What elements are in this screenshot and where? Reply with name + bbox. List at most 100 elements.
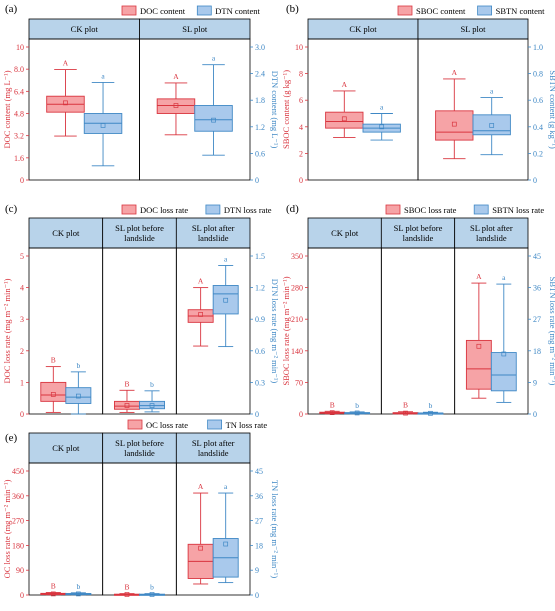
tick-label-left: 6 [299, 96, 303, 105]
tick-label-right: 1.0 [533, 43, 543, 52]
significance-letter: a [502, 273, 506, 282]
legend-entry: SBTN content [496, 6, 546, 16]
tick-label-right: 2.4 [255, 70, 265, 79]
legend-swatch [473, 204, 489, 215]
y-axis-left: 0 1 2 3 4 5 DOC loss rate (mg m⁻² min⁻¹) [2, 252, 29, 419]
tick-label-left: 210 [291, 315, 303, 324]
box-doc-loss-rate: B [40, 356, 67, 413]
panel-label: (a) [5, 3, 18, 15]
y-axis-right: 0 0.6 1.2 1.8 2.4 3.0 DTN content (mg L⁻¹) [250, 43, 280, 185]
mean-marker [329, 410, 335, 415]
legend-swatch [121, 204, 137, 215]
legend-entry: DTN loss rate [224, 205, 272, 215]
tick-label-left: 450 [12, 467, 24, 476]
y-axis-right: 0 0.3 0.6 0.9 1.2 1.5 DTN loss rate (mg m⁻² mi… [250, 252, 280, 419]
y-axis-right: 0 9 18 27 36 45 TN loss rate (mg m⁻² min⁻¹) [250, 467, 280, 600]
y-axis-left: 0 2 4 6 8 10 SBOC content (g kg⁻¹) [281, 43, 308, 185]
box-doc-content: A [156, 72, 196, 136]
y-axis-left: 0 70 140 210 280 350 SBOC loss rate (mg m⁻² mi… [281, 252, 308, 419]
facet-frame [139, 38, 251, 181]
facet-label: SL plot [461, 24, 487, 34]
box-iqr [139, 400, 165, 410]
panel-a: (a) DOC content DTN content CK plot Aa SL plo… [2, 3, 280, 185]
tick-label-left: 6.4 [14, 87, 24, 96]
box-dtn-loss-rate: b [139, 380, 165, 413]
tick-label-left: 140 [291, 347, 303, 356]
tick-label-left: 360 [12, 492, 24, 501]
tick-label-left: 0 [20, 410, 24, 419]
significance-letter: b [76, 582, 80, 591]
tick-label-left: 0 [20, 176, 24, 185]
tick-label-right: 36 [533, 284, 541, 293]
tick-label-right: 0.6 [533, 96, 543, 105]
legend-swatch [385, 204, 401, 215]
legend-swatch [196, 5, 212, 16]
box-dtn-content: a [83, 71, 123, 167]
facet-strip [102, 432, 177, 464]
significance-letter: a [224, 254, 228, 263]
tick-label-right: 1.2 [255, 284, 265, 293]
box-tn-loss-rate: a [212, 482, 239, 584]
significance-letter: a [490, 87, 494, 96]
tick-label-left: 5 [20, 252, 24, 261]
legend-swatch [127, 419, 143, 430]
tick-label-left: 4.8 [14, 110, 24, 119]
box-sbtn-loss-rate: b [344, 401, 371, 416]
mean-marker [501, 351, 507, 357]
facet-strip [28, 217, 104, 249]
box-iqr [65, 387, 92, 404]
facet-label: SL plot after [470, 223, 513, 233]
tick-label-left: 0 [299, 410, 303, 419]
box-iqr [156, 98, 196, 114]
tick-label-left: 180 [12, 541, 24, 550]
tick-label-right: 0.8 [533, 70, 543, 79]
significance-letter: a [380, 103, 384, 112]
box-sbtn-content: a [362, 103, 401, 141]
tick-label-right: 45 [255, 467, 263, 476]
tick-label-left: 1 [20, 378, 24, 387]
facet-label: SL plot [182, 24, 208, 34]
legend-entry: SBOC loss rate [404, 205, 457, 215]
tick-label-left: 8.0 [14, 65, 24, 74]
box-sboc-loss-rate: A [465, 272, 492, 399]
y-axis-title-left: SBOC content (g kg⁻¹) [281, 70, 291, 149]
facet-label: CK plot [71, 24, 99, 34]
tick-label-left: 350 [291, 252, 303, 261]
y-axis-title-left: DOC content (mg L⁻¹) [2, 70, 12, 148]
tick-label-right: 0 [533, 410, 537, 419]
tick-label-left: 10 [16, 43, 24, 52]
facet-label: landslide [124, 448, 155, 458]
tick-label-right: 0.9 [255, 315, 265, 324]
significance-letter: A [63, 59, 69, 68]
box-sboc-loss-rate: B [392, 401, 419, 416]
mean-marker [149, 403, 155, 408]
significance-letter: b [355, 401, 359, 410]
tick-label-right: 3.0 [255, 43, 265, 52]
significance-letter: B [330, 400, 335, 409]
legend-entry: TN loss rate [226, 420, 268, 430]
y-axis-title-left: DOC loss rate (mg m⁻² min⁻¹) [2, 278, 12, 383]
facet-strip [102, 217, 177, 249]
tick-label-right: 27 [255, 517, 263, 526]
panel-c: (c) DOC loss rate DTN loss rate CK plot Bb SL… [2, 203, 280, 419]
tick-label-right: 0.2 [533, 149, 543, 158]
panel-label: (c) [5, 203, 18, 215]
significance-letter: A [173, 72, 179, 81]
tick-label-left: 70 [295, 378, 303, 387]
box-doc-content: A [46, 59, 85, 137]
box-sbtn-content: a [472, 87, 511, 156]
mean-marker [354, 410, 360, 416]
mean-marker [428, 410, 433, 416]
tick-label-right: 18 [255, 541, 263, 550]
significance-letter: A [198, 277, 204, 286]
mean-marker [211, 117, 216, 123]
significance-letter: A [476, 272, 482, 281]
legend-swatch [121, 5, 137, 16]
facet-label: CK plot [331, 228, 359, 238]
significance-letter: b [150, 583, 154, 592]
mean-marker [341, 116, 347, 122]
facet-label: CK plot [52, 228, 80, 238]
facet-label: landslide [198, 233, 229, 243]
legend: SBOC loss rate SBTN loss rate [385, 204, 544, 215]
tick-label-left: 0 [20, 591, 24, 600]
